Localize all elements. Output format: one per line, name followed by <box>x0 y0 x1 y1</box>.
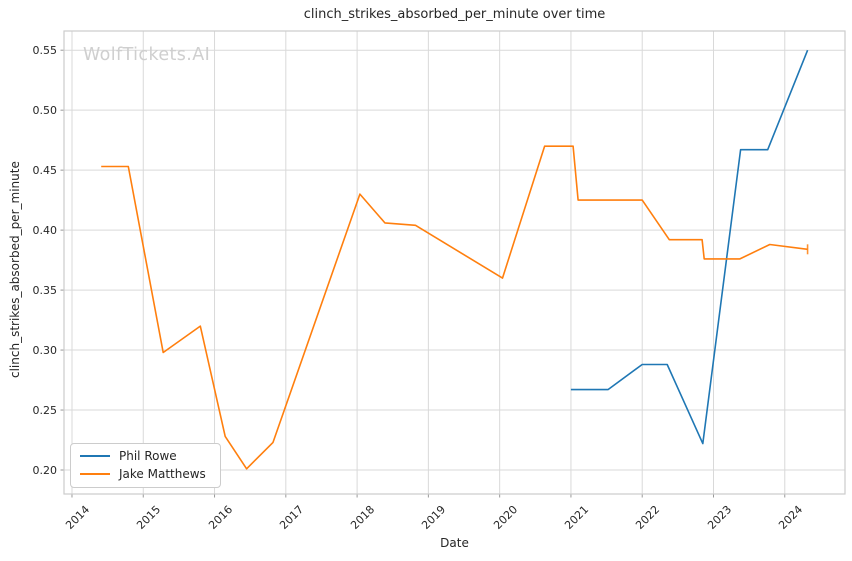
chart-title: clinch_strikes_absorbed_per_minute over … <box>303 7 606 22</box>
y-tick-label: 0.40 <box>32 223 58 237</box>
watermark: WolfTickets.AI <box>83 45 211 65</box>
phil-rowe-line <box>570 49 809 445</box>
y-tick-label: 0.20 <box>32 463 58 477</box>
y-tick-label: 0.45 <box>32 163 58 177</box>
legend-item-phil-rowe: Phil Rowe <box>80 449 206 463</box>
y-tick-label: 0.55 <box>32 43 58 57</box>
y-tick-label: 0.50 <box>32 103 58 117</box>
x-axis-label: Date <box>440 536 469 550</box>
y-tick-label: 0.25 <box>32 403 58 417</box>
y-axis-label: clinch_strikes_absorbed_per_minute <box>8 161 22 378</box>
jake-matthews-line <box>101 145 808 470</box>
plot-border <box>63 30 846 495</box>
legend-swatch-0 <box>80 455 110 457</box>
legend-label-jake-matthews: Jake Matthews <box>119 467 206 481</box>
legend-swatch-1 <box>80 473 110 475</box>
legend-label-phil-rowe: Phil Rowe <box>119 449 177 463</box>
y-tick-label: 0.30 <box>32 343 58 357</box>
legend: Phil Rowe Jake Matthews <box>70 443 221 488</box>
y-tick-label: 0.35 <box>32 283 58 297</box>
legend-item-jake-matthews: Jake Matthews <box>80 467 206 481</box>
